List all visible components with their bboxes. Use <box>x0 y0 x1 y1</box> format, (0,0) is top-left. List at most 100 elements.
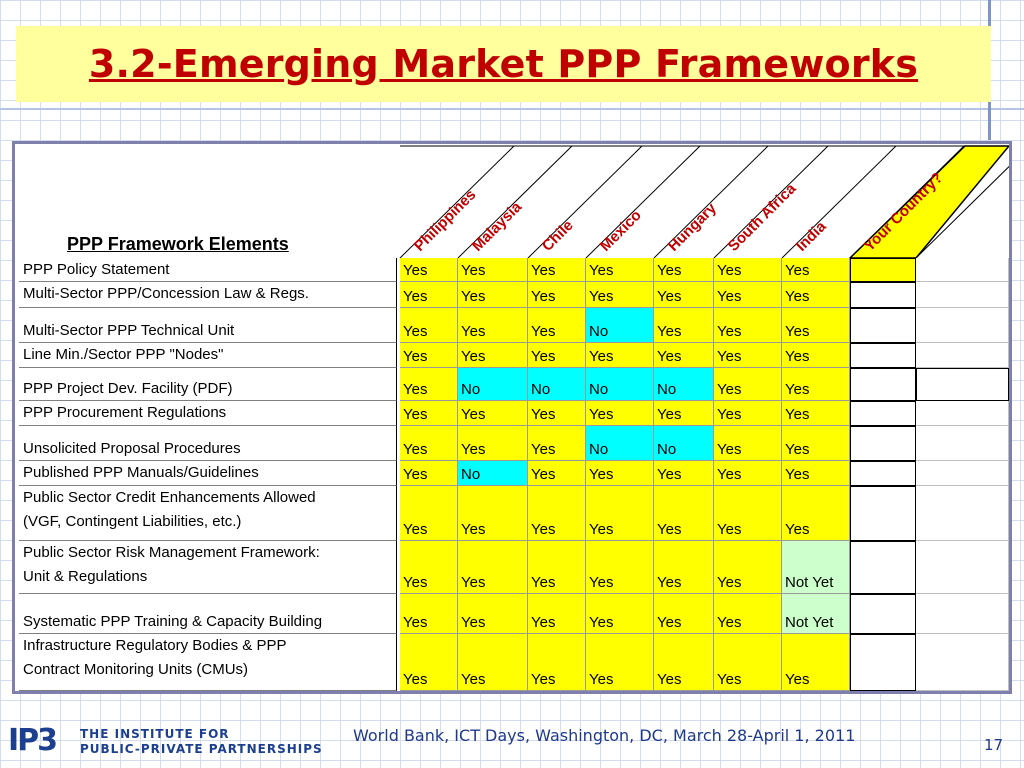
status-cell: Yes <box>528 343 586 368</box>
framework-element-line: Public Sector Credit Enhancements Allowe… <box>23 489 316 506</box>
table-row: Multi-Sector PPP/Concession Law & Regs. Y… <box>15 282 1009 308</box>
status-cell: Yes <box>654 258 714 282</box>
table-row: Systematic PPP Training & Capacity Build… <box>15 594 1009 634</box>
header-diagonal-line <box>527 145 643 258</box>
country-header-label: India <box>793 218 830 255</box>
status-cell: Yes <box>714 426 782 461</box>
empty-cell <box>916 368 1009 401</box>
framework-element-line: PPP Procurement Regulations <box>23 404 227 421</box>
status-cell: Yes <box>654 594 714 634</box>
empty-cell <box>916 594 1009 634</box>
empty-cell <box>916 426 1009 461</box>
country-header-label: Mexico <box>597 207 645 255</box>
header-diagonal-line <box>585 145 701 258</box>
header-diagonal-line <box>399 145 515 258</box>
your-country-cell[interactable] <box>850 368 916 401</box>
status-cell: Yes <box>654 343 714 368</box>
status-cell: Yes <box>528 541 586 594</box>
status-cell: Yes <box>654 541 714 594</box>
table-row: PPP Procurement Regulations Yes Yes Yes Yes Y… <box>15 401 1009 426</box>
slide-title: 3.2-Emerging Market PPP Frameworks <box>88 42 919 86</box>
framework-element-line: Line Min./Sector PPP "Nodes" <box>23 346 224 363</box>
framework-elements-header: PPP Framework Elements <box>67 234 289 254</box>
framework-element-name: PPP Policy Statement <box>19 258 397 282</box>
header-diagonal-line <box>915 165 1009 258</box>
status-cell: No <box>458 368 528 401</box>
status-cell: Yes <box>458 282 528 308</box>
status-cell: Yes <box>400 634 458 691</box>
status-cell: Yes <box>528 258 586 282</box>
status-cell: Yes <box>528 634 586 691</box>
your-country-cell[interactable] <box>850 308 916 343</box>
status-cell: Yes <box>586 343 654 368</box>
status-cell: No <box>528 368 586 401</box>
status-cell: No <box>586 368 654 401</box>
status-cell: Yes <box>586 594 654 634</box>
empty-cell <box>916 308 1009 343</box>
status-cell: Yes <box>458 401 528 426</box>
framework-element-line: Contract Monitoring Units (CMUs) <box>23 661 249 678</box>
status-cell: Yes <box>782 486 850 541</box>
status-cell: Yes <box>528 461 586 486</box>
framework-element-line: (VGF, Contingent Liabilities, etc.) <box>23 513 242 530</box>
framework-element-name: Line Min./Sector PPP "Nodes" <box>19 343 397 368</box>
framework-element-name: Published PPP Manuals/Guidelines <box>19 461 397 486</box>
status-cell: Yes <box>528 282 586 308</box>
status-cell: Yes <box>782 401 850 426</box>
country-header-label: Chile <box>539 217 577 255</box>
status-cell: Yes <box>528 308 586 343</box>
your-country-cell[interactable] <box>850 486 916 541</box>
your-country-cell[interactable] <box>850 282 916 308</box>
status-cell: Yes <box>400 594 458 634</box>
table-row: Public Sector Credit Enhancements Allowe… <box>15 486 1009 541</box>
status-cell: Yes <box>400 308 458 343</box>
status-cell: No <box>586 308 654 343</box>
empty-cell <box>916 401 1009 426</box>
status-cell: Yes <box>782 343 850 368</box>
status-cell: Yes <box>528 486 586 541</box>
status-cell: Yes <box>400 343 458 368</box>
table-row: Multi-Sector PPP Technical Unit Yes Yes Yes… <box>15 308 1009 343</box>
framework-element-name: Unsolicited Proposal Procedures <box>19 426 397 461</box>
framework-element-name: Systematic PPP Training & Capacity Build… <box>19 594 397 634</box>
decorative-rule <box>0 108 1024 110</box>
status-cell: Yes <box>586 541 654 594</box>
framework-element-name: Public Sector Credit Enhancements Allowe… <box>19 486 397 541</box>
status-cell: Yes <box>458 594 528 634</box>
your-country-cell[interactable] <box>850 258 916 282</box>
your-country-cell[interactable] <box>850 461 916 486</box>
status-cell: Yes <box>782 258 850 282</box>
header-diagonal-line <box>653 145 769 258</box>
status-cell: Yes <box>528 401 586 426</box>
status-cell: Yes <box>714 486 782 541</box>
framework-element-name: PPP Project Dev. Facility (PDF) <box>19 368 397 401</box>
status-cell: Yes <box>458 541 528 594</box>
status-cell: Yes <box>714 368 782 401</box>
your-country-cell[interactable] <box>850 343 916 368</box>
your-country-cell[interactable] <box>850 401 916 426</box>
status-cell: Yes <box>654 634 714 691</box>
framework-element-line: Unit & Regulations <box>23 568 148 585</box>
empty-cell <box>916 258 1009 282</box>
your-country-cell[interactable] <box>850 634 916 691</box>
status-cell: Yes <box>782 368 850 401</box>
status-cell: Yes <box>714 258 782 282</box>
your-country-cell[interactable] <box>850 426 916 461</box>
table-row: Infrastructure Regulatory Bodies & PPP Co… <box>15 634 1009 691</box>
country-header-label: Hungary <box>665 199 721 255</box>
framework-element-line: Infrastructure Regulatory Bodies & PPP <box>23 637 287 654</box>
framework-element-line: Systematic PPP Training & Capacity Build… <box>23 613 323 630</box>
status-cell: Yes <box>458 308 528 343</box>
framework-element-name: Public Sector Risk Management Framework:… <box>19 541 397 594</box>
empty-cell <box>916 634 1009 691</box>
your-country-cell[interactable] <box>850 541 916 594</box>
table-row: Line Min./Sector PPP "Nodes" Yes Yes Yes Yes… <box>15 343 1009 368</box>
framework-element-line: Multi-Sector PPP/Concession Law & Regs. <box>23 285 309 302</box>
table-row: Unsolicited Proposal Procedures Yes Yes Yes… <box>15 426 1009 461</box>
your-country-cell[interactable] <box>850 594 916 634</box>
status-cell: Yes <box>458 258 528 282</box>
status-cell: Yes <box>714 594 782 634</box>
framework-element-name: PPP Procurement Regulations <box>19 401 397 426</box>
framework-element-line: Published PPP Manuals/Guidelines <box>23 464 259 481</box>
empty-cell <box>916 343 1009 368</box>
